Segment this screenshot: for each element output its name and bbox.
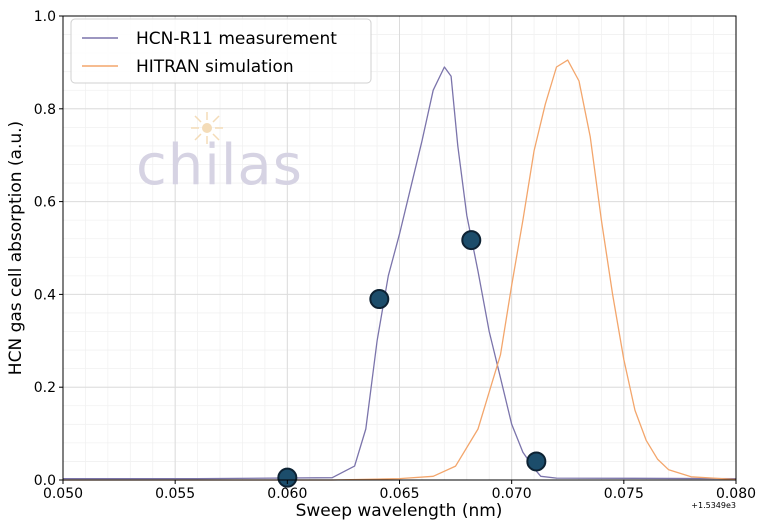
legend-label-simulation: HITRAN simulation bbox=[136, 57, 294, 77]
data-marker bbox=[277, 467, 298, 488]
x-tick-label: 0.060 bbox=[267, 486, 307, 502]
y-axis-title: HCN gas cell absorption (a.u.) bbox=[6, 121, 26, 375]
series-line-measurement bbox=[63, 66, 737, 480]
data-marker bbox=[526, 451, 547, 472]
x-tick-label: 0.055 bbox=[155, 486, 195, 502]
x-ticks: 0.050 0.055 0.060 0.065 0.070 0.075 0.080 bbox=[43, 480, 756, 502]
series-layer bbox=[63, 59, 737, 481]
x-tick-label: 0.080 bbox=[716, 486, 756, 502]
data-marker bbox=[461, 230, 482, 251]
watermark-logo: chilas bbox=[136, 112, 303, 198]
x-tick-label: 0.070 bbox=[492, 486, 532, 502]
x-tick-label: 0.050 bbox=[43, 486, 83, 502]
sun-icon bbox=[191, 112, 223, 144]
legend-box bbox=[70, 18, 372, 84]
y-tick-label: 0.6 bbox=[34, 195, 56, 211]
watermark-text: chilas bbox=[136, 133, 303, 198]
x-tick-label: 0.065 bbox=[379, 486, 419, 502]
y-tick-label: 0.2 bbox=[34, 380, 56, 396]
x-tick-label: 0.075 bbox=[604, 486, 644, 502]
y-ticks: 0.0 0.2 0.4 0.6 0.8 1.0 bbox=[34, 9, 63, 489]
data-marker bbox=[369, 289, 390, 310]
legend: HCN-R11 measurement HITRAN simulation bbox=[70, 18, 372, 84]
legend-label-measurement: HCN-R11 measurement bbox=[136, 29, 337, 49]
y-tick-label: 0.4 bbox=[34, 287, 56, 303]
series-line-simulation bbox=[63, 59, 737, 481]
y-tick-label: 0.0 bbox=[34, 473, 56, 489]
y-tick-label: 0.8 bbox=[34, 102, 56, 118]
x-offset-label: +1.5349e3 bbox=[691, 501, 736, 510]
x-axis-title: Sweep wavelength (nm) bbox=[296, 501, 503, 521]
marker-layer bbox=[277, 230, 547, 488]
y-tick-label: 1.0 bbox=[34, 9, 56, 25]
